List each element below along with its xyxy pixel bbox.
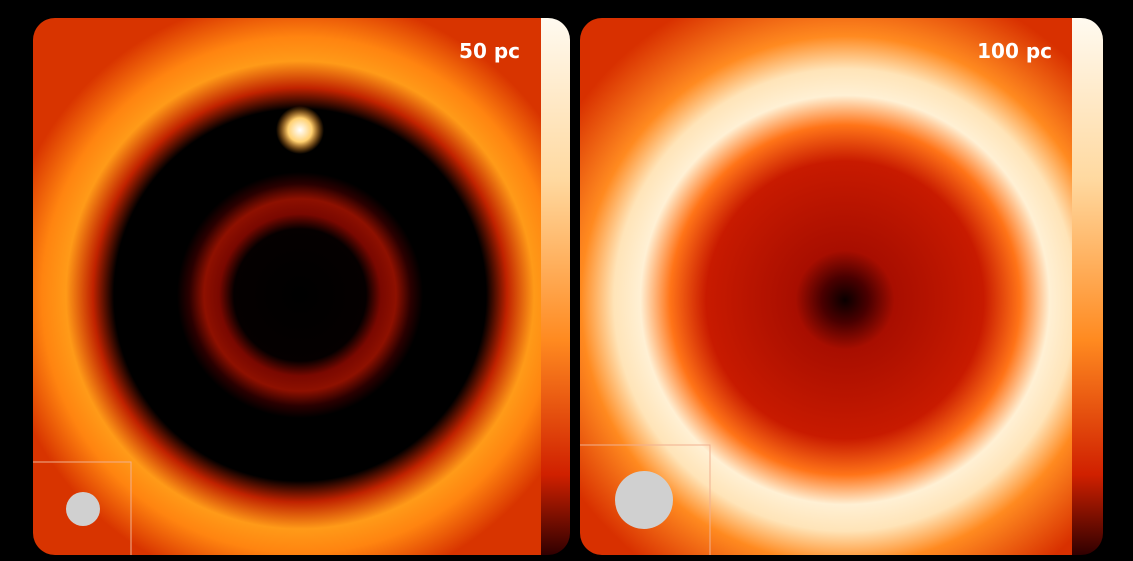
scale-label: 50 pc	[459, 39, 520, 63]
panel-left: 50 pc	[33, 18, 570, 555]
page: 50 pc 100 pc (() => { const data = JSON.…	[0, 0, 1133, 561]
figure: 50 pc 100 pc	[0, 0, 1133, 561]
panel-right: 100 pc	[580, 18, 1103, 555]
beam	[66, 492, 100, 526]
colorbar	[541, 18, 570, 555]
scale-label: 100 pc	[977, 39, 1052, 63]
colorbar	[1072, 18, 1103, 555]
bright-spot	[276, 106, 324, 154]
map	[33, 18, 541, 555]
beam	[615, 471, 673, 529]
